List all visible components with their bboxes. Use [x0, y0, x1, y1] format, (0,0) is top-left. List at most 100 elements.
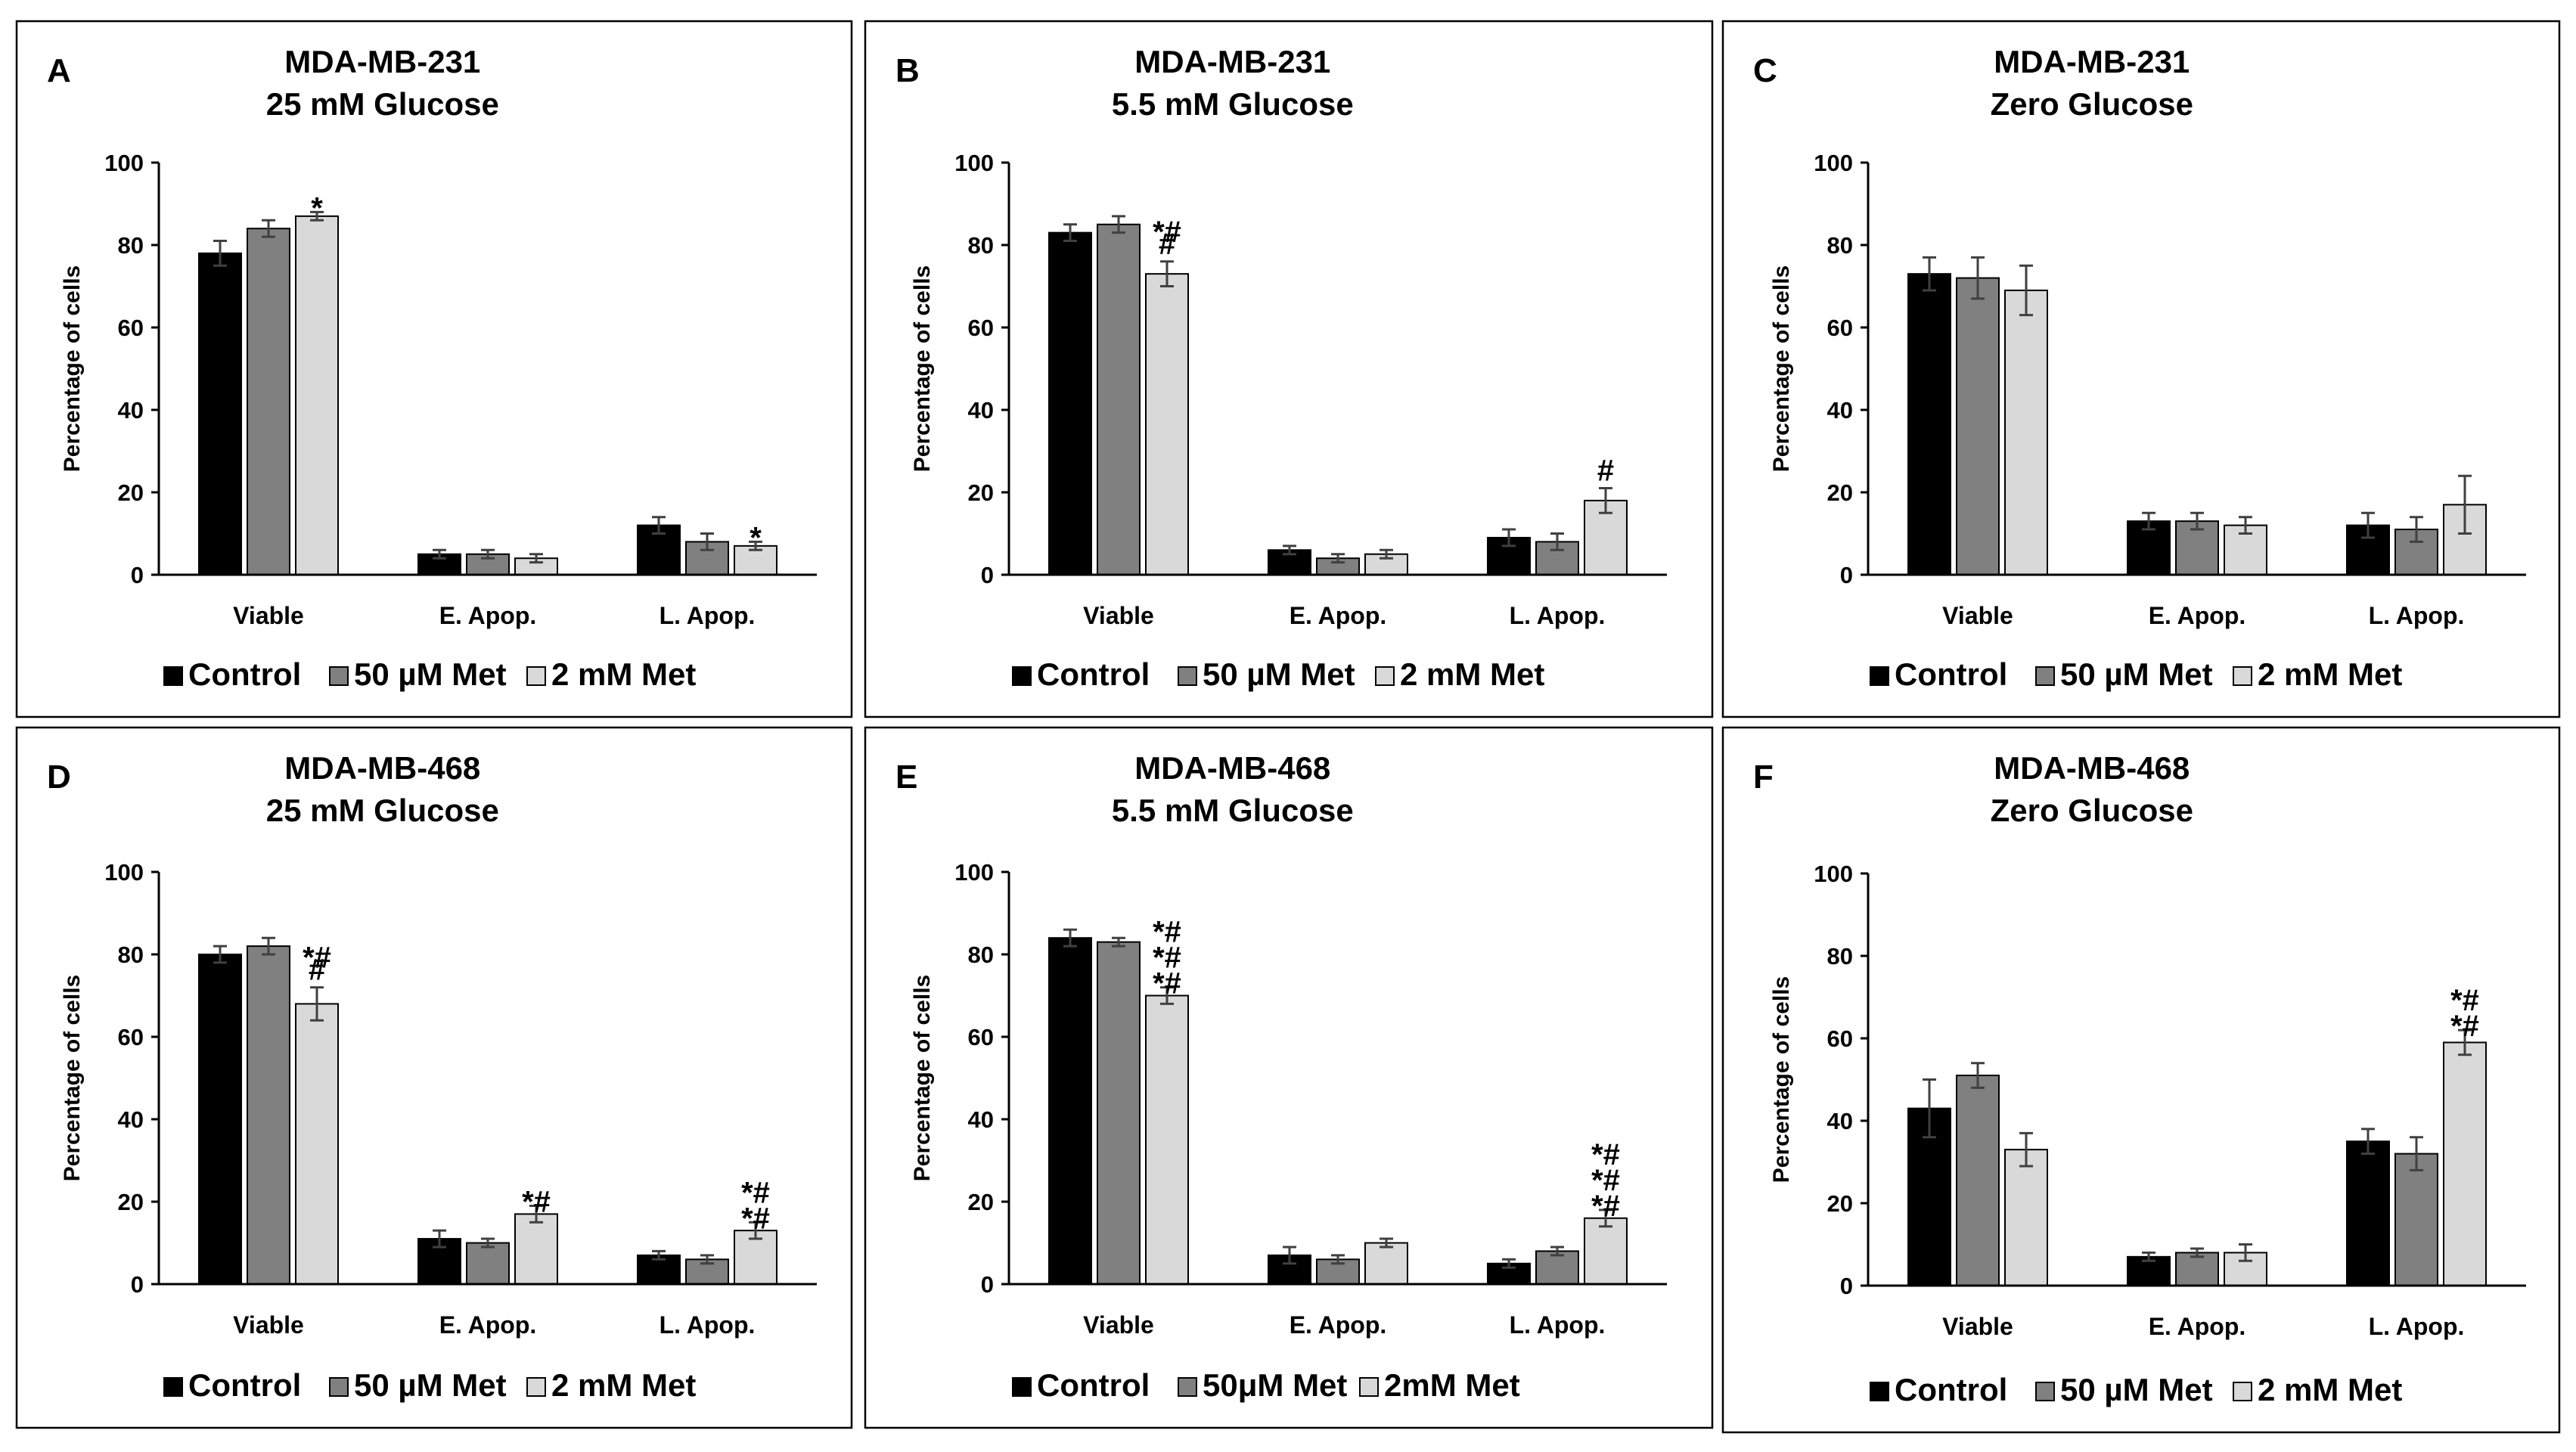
legend-item-2: 2 mM Met: [1375, 656, 1544, 692]
significance-glyph: *#: [741, 1176, 770, 1209]
error-bar: [213, 240, 227, 267]
legend-swatch: [1359, 1377, 1379, 1397]
panel-title-line: Zero Glucose: [1991, 86, 2193, 122]
error-bar: [262, 936, 275, 956]
error-bar: [481, 1237, 495, 1249]
y-tick-label: 20: [968, 1189, 994, 1215]
x-tick-label: L. Apop.: [660, 1311, 756, 1339]
error-bar: [2361, 1128, 2375, 1156]
legend-swatch: [1178, 666, 1197, 686]
error-bar: [1923, 1078, 1936, 1139]
significance-glyph: #: [1597, 455, 1614, 488]
legend-item-1: 50 µM Met: [329, 1367, 507, 1403]
error-bar: [2142, 1251, 2155, 1262]
bar-0-2: [2004, 1149, 2048, 1287]
significance-glyph: *#: [1591, 1138, 1620, 1171]
bar-0-2: [295, 215, 339, 576]
error-bar: [700, 532, 714, 551]
x-tick-label: E. Apop.: [439, 602, 537, 629]
panel-letter: F: [1753, 759, 1774, 796]
x-tick-label: E. Apop.: [2149, 602, 2246, 629]
legend-swatch: [163, 666, 183, 686]
x-tick-label: E. Apop.: [1290, 602, 1387, 629]
x-tick-label: L. Apop.: [2369, 602, 2465, 629]
y-tick-label: 20: [968, 479, 994, 506]
legend-swatch: [526, 1377, 546, 1397]
significance-glyph: *#: [2450, 1010, 2479, 1043]
y-axis-label: Percentage of cells: [60, 975, 85, 1181]
bar-0-1: [1097, 223, 1141, 576]
panel-letter: B: [895, 52, 920, 89]
error-bar: [1599, 487, 1612, 514]
legend-label: 2 mM Met: [2258, 656, 2402, 692]
error-bar: [1971, 1062, 1985, 1089]
y-axis-label: Percentage of cells: [910, 975, 935, 1181]
y-tick-label: 80: [118, 232, 144, 259]
error-bar: [1971, 256, 1985, 300]
legend-label: 50 µM Met: [2060, 656, 2213, 692]
x-tick-label: E. Apop.: [439, 1311, 537, 1339]
x-tick-label: L. Apop.: [1510, 602, 1606, 629]
legend-item-0: Control: [163, 1367, 301, 1403]
y-tick-label: 0: [981, 1271, 994, 1298]
error-bar: [529, 1204, 543, 1224]
legend-label: 50 µM Met: [354, 1367, 507, 1403]
significance-glyph: *: [311, 191, 323, 225]
bar-2-0: [2346, 1140, 2390, 1286]
legend-swatch: [329, 666, 349, 686]
error-bar: [1380, 548, 1393, 560]
x-tick-label: Viable: [1083, 602, 1154, 629]
panel-title-line: MDA-MB-231: [1994, 44, 2190, 79]
error-bar: [2239, 1243, 2252, 1262]
significance-glyph: *#: [1153, 916, 1181, 949]
legend-label: 2 mM Met: [1400, 656, 1544, 692]
legend-swatch: [2233, 1382, 2252, 1401]
error-bar: [1112, 215, 1125, 234]
legend-item-1: 50μM Met: [1178, 1367, 1347, 1403]
legend-label: Control: [188, 1367, 301, 1403]
significance-glyph: *#: [741, 1202, 770, 1235]
error-bar: [2019, 1131, 2033, 1168]
error-bar: [2458, 474, 2472, 535]
legend-swatch: [329, 1377, 349, 1397]
significance-glyph: *#: [1153, 216, 1181, 249]
error-bar: [2410, 516, 2423, 543]
y-tick-label: 100: [954, 150, 994, 176]
x-tick-label: L. Apop.: [1510, 1311, 1606, 1339]
legend-label: 2 mM Met: [551, 1367, 696, 1403]
y-tick-label: 0: [131, 1271, 144, 1298]
y-tick-label: 80: [118, 942, 144, 968]
chart-panel-a: A MDA-MB-231 25 mM Glucose 0 20 40 60 80 100 Perc…: [15, 20, 853, 718]
bar-2-2: [2443, 1041, 2487, 1286]
y-tick-label: 60: [1827, 1025, 1853, 1052]
y-tick-label: 40: [118, 397, 144, 424]
significance-label: *##: [303, 942, 331, 987]
error-bar: [1063, 928, 1077, 948]
panel-title-line: MDA-MB-468: [1994, 750, 2190, 786]
y-tick-label: 40: [968, 397, 994, 424]
panel-title-line: MDA-MB-468: [1134, 750, 1330, 786]
y-tick-label: 60: [118, 1024, 144, 1050]
legend-item-2: 2 mM Met: [526, 1367, 696, 1403]
panel-title-line: Zero Glucose: [1991, 793, 2193, 828]
error-bar: [1550, 1246, 1564, 1257]
legend-label: Control: [1037, 1367, 1150, 1403]
y-tick-label: 80: [968, 942, 994, 968]
error-bar: [2142, 511, 2155, 531]
error-bar: [2410, 1136, 2423, 1171]
panel-letter: C: [1753, 52, 1777, 89]
panel-title-line: MDA-MB-231: [1134, 44, 1330, 79]
legend-label: Control: [1037, 656, 1150, 692]
panel-title-line: 5.5 mM Glucose: [1112, 86, 1354, 122]
significance-glyph: *#: [522, 1185, 551, 1218]
y-tick-label: 80: [968, 232, 994, 259]
significance-label: *##: [1153, 216, 1181, 261]
legend-swatch: [2233, 666, 2252, 686]
y-tick-label: 100: [104, 150, 144, 176]
significance-label: *# *#: [2450, 984, 2479, 1043]
legend-swatch: [2035, 1382, 2055, 1401]
legend-swatch: [526, 666, 546, 686]
bar-0-1: [1956, 277, 2000, 576]
y-tick-label: 20: [118, 1189, 144, 1215]
x-tick-label: Viable: [1083, 1311, 1154, 1339]
